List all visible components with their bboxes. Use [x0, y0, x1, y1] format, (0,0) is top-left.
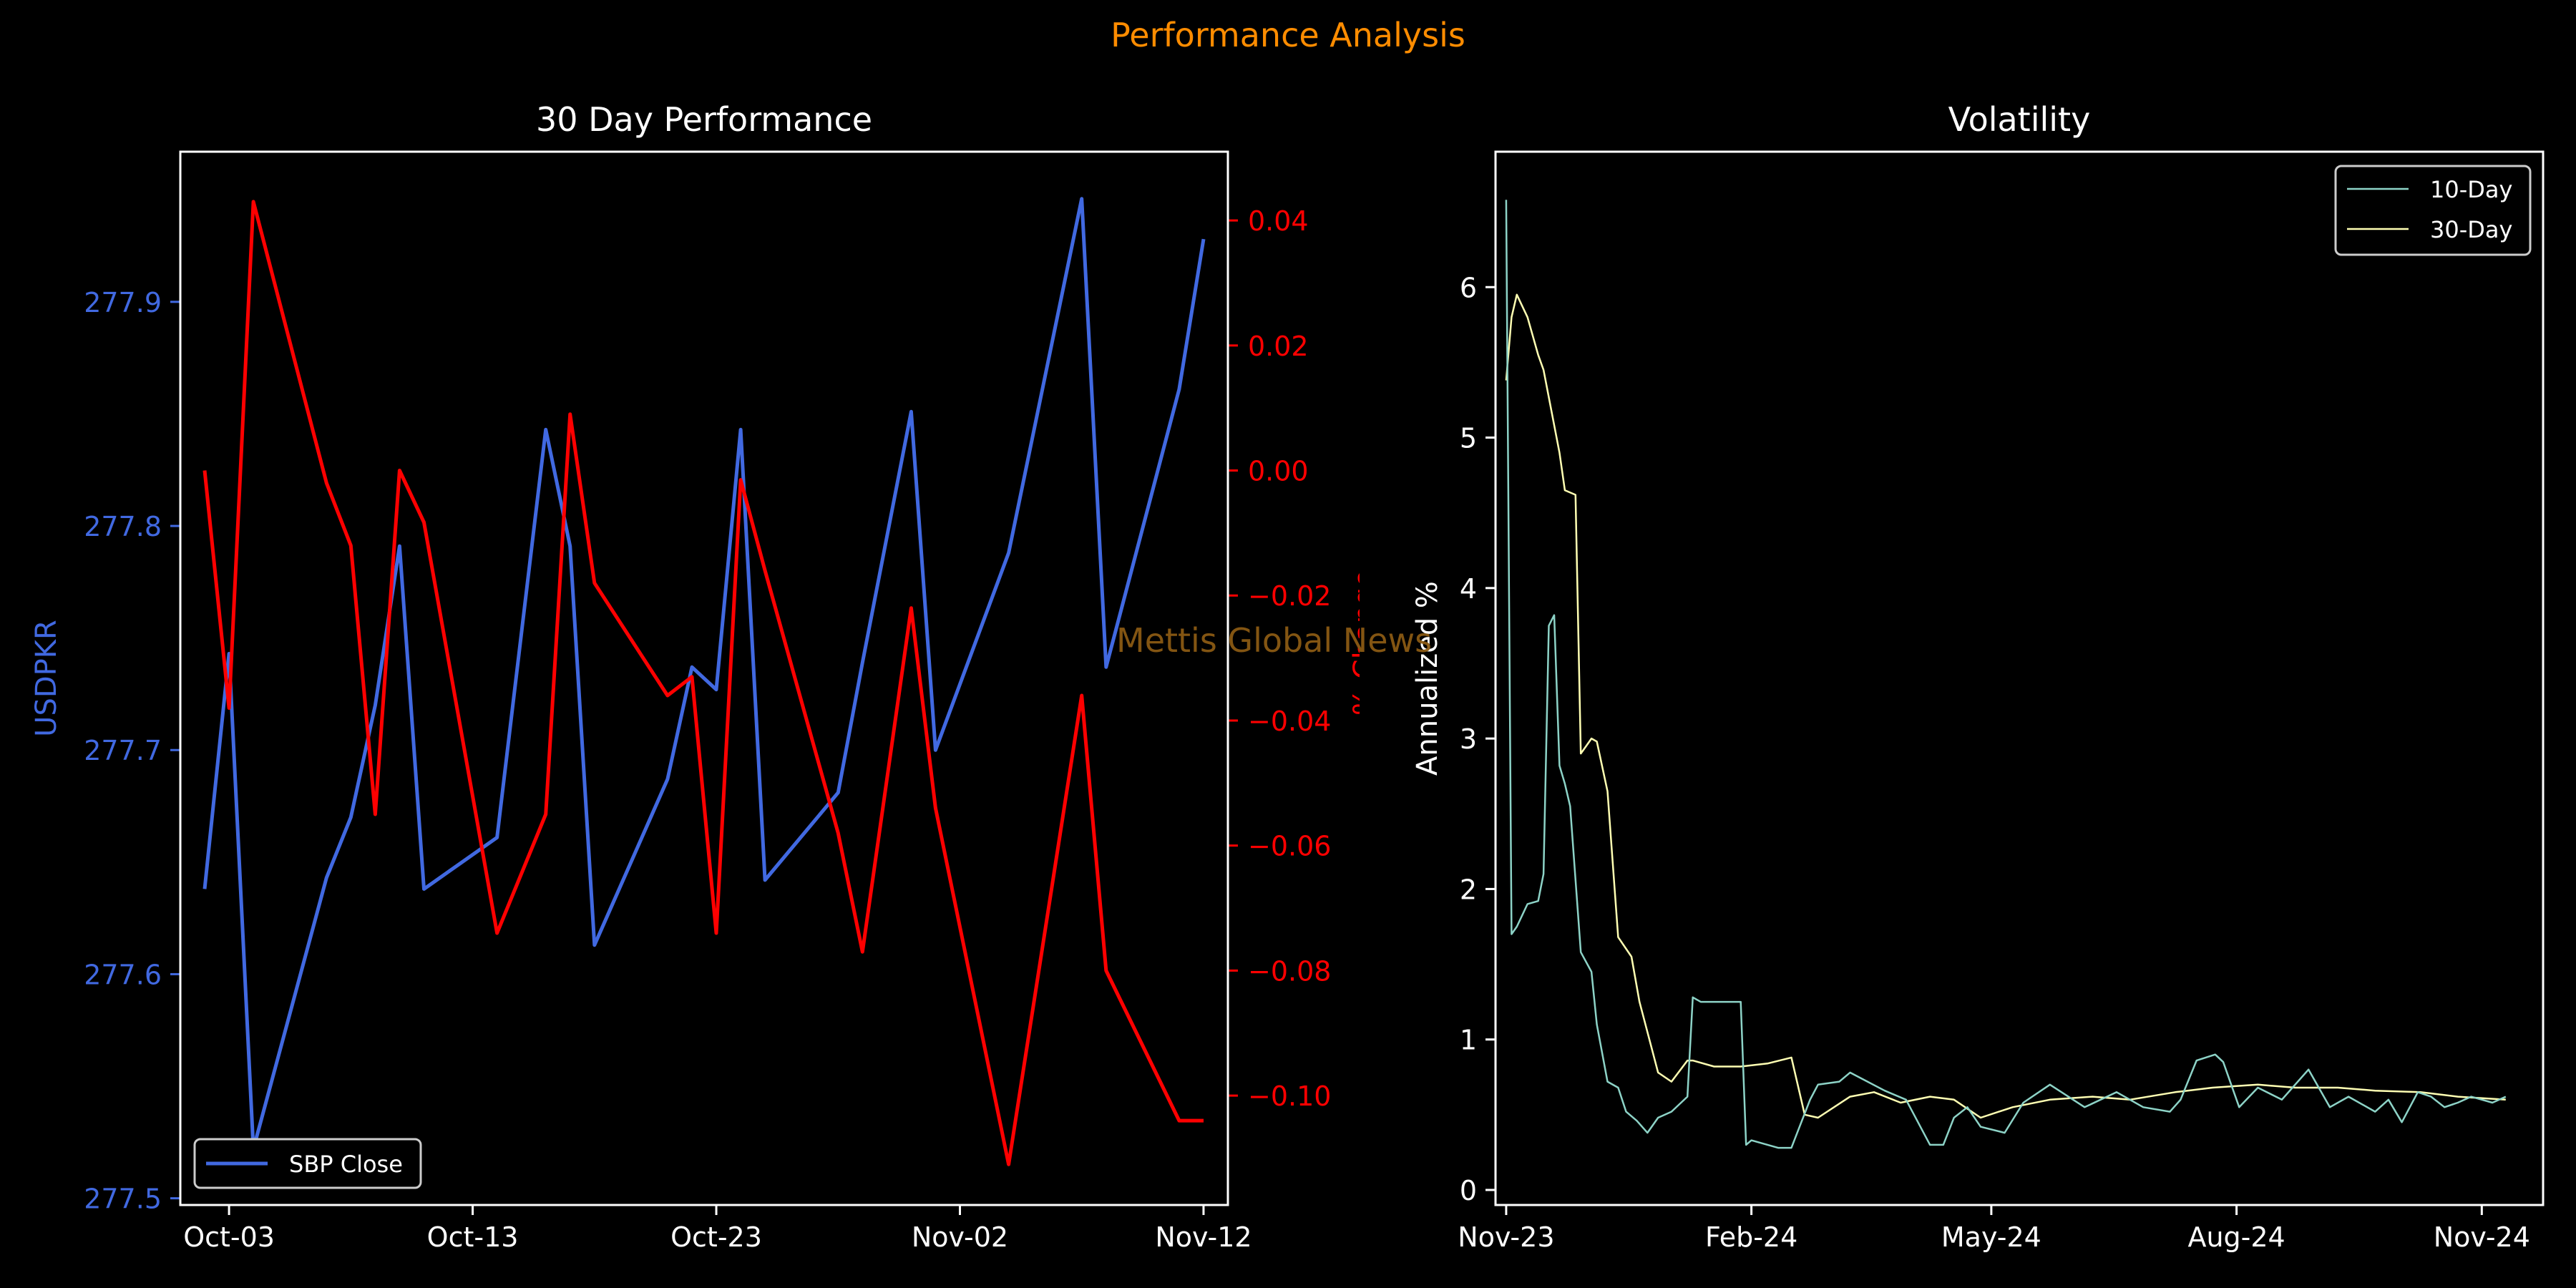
y2-tick-label: −0.10 [1248, 1080, 1331, 1112]
y2-tick-label: −0.06 [1248, 831, 1331, 862]
chart-title: Volatility [1948, 100, 2091, 139]
y-tick-label: 277.7 [84, 735, 162, 766]
y-tick-label: 1 [1460, 1025, 1477, 1056]
x-tick-label: Nov-02 [912, 1221, 1008, 1253]
x-tick-label: Feb-24 [1705, 1221, 1797, 1253]
y2-tick-label: 0.04 [1248, 205, 1309, 237]
legend-label-sbp-close: SBP Close [289, 1151, 403, 1178]
legend-label-30-day: 30-Day [2430, 216, 2512, 243]
x-tick-label: Nov-24 [2434, 1221, 2530, 1253]
y-tick-label: 3 [1460, 723, 1477, 755]
figure-suptitle: Performance Analysis [1111, 16, 1465, 54]
plot-frame [1494, 150, 2545, 1206]
x-tick-label: Nov-23 [1458, 1221, 1554, 1253]
y-tick-label: 6 [1460, 272, 1477, 303]
x-tick-label: Oct-13 [427, 1221, 519, 1253]
x-tick-label: Nov-12 [1155, 1221, 1252, 1253]
legend: 10-Day 30-Day [2334, 165, 2532, 256]
y-tick-label: 277.9 [84, 287, 162, 318]
y2-tick-label: −0.08 [1248, 955, 1331, 987]
y2-tick-label: −0.04 [1248, 706, 1331, 737]
chart-title: 30 Day Performance [536, 100, 872, 139]
x-tick-label: Oct-03 [183, 1221, 275, 1253]
x-tick-label: Oct-23 [670, 1221, 762, 1253]
y-tick-label: 277.8 [84, 511, 162, 542]
series-30-day-line [1505, 293, 2506, 1119]
y-axis-label: USDPKR [30, 620, 63, 737]
volatility-chart: Volatility 0 1 2 3 4 5 6 Nov-23 Feb-24 May-24 Aug-2… [1411, 100, 2545, 1253]
y-tick-label: 0 [1460, 1175, 1477, 1206]
y2-axis-label: % Change [1348, 570, 1360, 716]
legend: SBP Close [193, 1138, 422, 1189]
series-10-day-line [1505, 200, 2507, 1149]
x-tick-label: May-24 [1941, 1221, 2041, 1253]
y2-tick-label: 0.00 [1248, 456, 1309, 487]
y2-tick-label: −0.02 [1248, 580, 1331, 612]
y-tick-label: 277.6 [84, 959, 162, 990]
y-tick-label: 5 [1460, 423, 1477, 454]
y-tick-label: 277.5 [84, 1184, 162, 1215]
legend-label-10-day: 10-Day [2430, 176, 2512, 203]
y-tick-label: 4 [1460, 573, 1477, 605]
performance-chart: 30 Day Performance 277.5 277.6 277.7 277.8 27… [30, 100, 1360, 1253]
y-axis-label: Annualized % [1411, 581, 1444, 776]
watermark: Mettis Global News [1116, 621, 1433, 660]
series-sbp-close-line [203, 197, 1206, 1151]
y2-tick-label: 0.02 [1248, 331, 1309, 362]
series-pct-change-line [203, 200, 1204, 1166]
legend-box [193, 1138, 422, 1189]
x-tick-label: Aug-24 [2187, 1221, 2285, 1253]
plot-frame [179, 150, 1229, 1206]
y-tick-label: 2 [1460, 874, 1477, 905]
